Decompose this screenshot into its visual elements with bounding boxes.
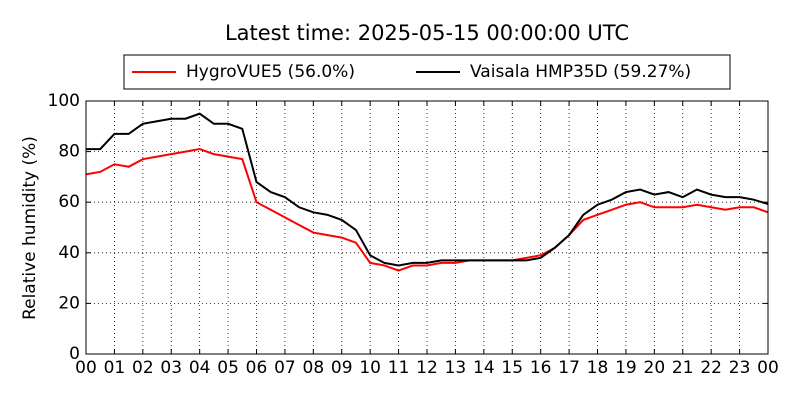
x-tick-label: 23 [729,358,751,378]
y-tick-label: 20 [58,293,80,313]
legend-label: Vaisala HMP35D (59.27%) [470,62,691,82]
chart-title: Latest time: 2025-05-15 00:00:00 UTC [225,21,629,45]
y-tick-label: 80 [58,142,80,162]
y-tick-label: 40 [58,243,80,263]
y-tick-label: 60 [58,192,80,212]
x-tick-label: 06 [246,358,268,378]
x-tick-label: 15 [501,358,523,378]
y-tick-label: 100 [48,91,80,111]
x-tick-label: 17 [558,358,580,378]
x-tick-label: 07 [274,358,296,378]
x-tick-label: 18 [587,358,609,378]
x-tick-label: 09 [331,358,353,378]
x-tick-label: 03 [160,358,182,378]
legend-label: HygroVUE5 (56.0%) [186,62,355,82]
series-line [86,112,769,267]
x-tick-label: 05 [217,358,239,378]
x-tick-label: 02 [132,358,154,378]
x-tick-label: 22 [700,358,722,378]
x-tick-label: 20 [644,358,666,378]
series-line [85,148,769,272]
x-tick-label: 19 [615,358,637,378]
x-tick-label: 04 [189,358,211,378]
x-tick-label: 00 [75,358,97,378]
x-tick-label: 10 [359,358,381,378]
x-tick-label: 00 [757,358,779,378]
x-tick-label: 12 [416,358,438,378]
y-axis-label: Relative humidity (%) [20,136,40,320]
plot-frame [85,100,769,355]
x-tick-label: 14 [473,358,495,378]
x-tick-label: 16 [530,358,552,378]
x-tick-label: 11 [388,358,410,378]
x-tick-label: 08 [303,358,325,378]
x-tick-label: 01 [104,358,126,378]
x-tick-label: 21 [672,358,694,378]
y-tick-label: 0 [69,344,80,364]
legend-box [123,54,731,90]
x-tick-label: 13 [445,358,467,378]
